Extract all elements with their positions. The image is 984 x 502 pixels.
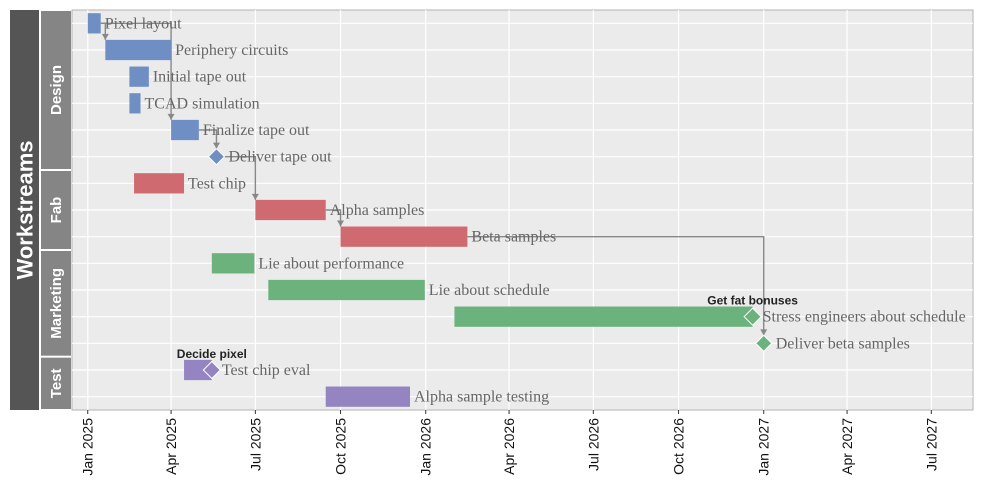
task-label: Test chip eval [222, 362, 311, 379]
task-label: Pixel layout [105, 15, 182, 32]
task-label: Stress engineers about schedule [763, 309, 966, 326]
task-bar [211, 253, 255, 274]
x-tick-label: Jul 2026 [585, 418, 601, 471]
group-strip [41, 357, 71, 409]
milestone-diamond [755, 334, 773, 353]
group-strip [41, 11, 71, 169]
task-bar [134, 173, 185, 194]
dependency-arrows [100, 22, 768, 336]
dependency-arrowhead [251, 193, 259, 200]
x-tick-label: Apr 2027 [839, 418, 855, 475]
outer-strip [10, 10, 39, 410]
group-label: Design [48, 65, 65, 115]
task-bar [129, 93, 141, 114]
task-label: Finalize tape out [203, 122, 310, 139]
dependency-arrowhead [167, 113, 175, 120]
milestone-note: Get fat bonuses [707, 294, 798, 308]
task-bar [129, 66, 149, 87]
task-label: Periphery circuits [175, 42, 288, 59]
dependency-line [100, 22, 172, 120]
dependency-arrowhead [760, 329, 768, 336]
task-bar [255, 199, 326, 221]
x-tick-label: Jul 2025 [247, 418, 263, 471]
task-bar [268, 279, 425, 301]
milestone-diamond [202, 360, 222, 380]
dependency-line [467, 235, 765, 336]
task-bar [171, 119, 199, 141]
task-label: TCAD simulation [145, 95, 260, 112]
facet-strips: Workstreams Design Fab Marketing Test [10, 10, 71, 410]
strip-title: Workstreams [13, 141, 38, 280]
x-tick-label: Oct 2026 [671, 418, 687, 475]
x-tick-label: Jan 2026 [418, 418, 434, 476]
x-tick-label: Jan 2027 [756, 418, 772, 476]
group-strip [41, 171, 71, 249]
x-tick-label: Apr 2026 [501, 418, 517, 475]
x-axis: Jan 2025 Apr 2025 Jul 2025 Oct 2025 Jan 2026… [80, 410, 939, 476]
task-bar [325, 386, 410, 407]
milestone-diamond [207, 147, 226, 166]
milestone-diamond [743, 307, 762, 326]
task-label: Test chip [188, 175, 246, 192]
group-strip [41, 251, 71, 356]
x-tick-label: Jul 2027 [923, 418, 939, 471]
dependency-arrowhead [101, 33, 109, 40]
task-bar [454, 306, 753, 327]
milestone-note: Decide pixel [177, 347, 247, 361]
task-labels: Pixel layout Periphery circuits Initial ta… [105, 15, 966, 405]
task-bars [87, 13, 773, 407]
task-bar [105, 39, 172, 61]
task-bar [340, 226, 468, 247]
x-tick-label: Jan 2025 [80, 418, 96, 476]
task-label: Initial tape out [153, 69, 247, 86]
dependency-arrowhead [212, 142, 220, 149]
dependency-arrowhead [337, 220, 345, 227]
x-tick-label: Oct 2025 [333, 418, 349, 475]
group-label: Fab [48, 197, 65, 224]
group-label: Marketing [48, 268, 65, 339]
task-bar [87, 13, 101, 34]
task-label: Alpha samples [330, 202, 425, 219]
dependency-line [198, 129, 218, 149]
task-label: Lie about schedule [429, 282, 550, 299]
group-label: Test [48, 368, 65, 398]
task-bar [184, 359, 212, 381]
task-label: Deliver beta samples [776, 335, 910, 352]
x-tick-label: Apr 2025 [163, 418, 179, 475]
task-label: Alpha sample testing [414, 389, 549, 406]
dependency-line [224, 155, 257, 200]
task-label: Lie about performance [258, 255, 404, 272]
task-label: Deliver tape out [228, 149, 332, 166]
task-label: Beta samples [471, 229, 556, 246]
